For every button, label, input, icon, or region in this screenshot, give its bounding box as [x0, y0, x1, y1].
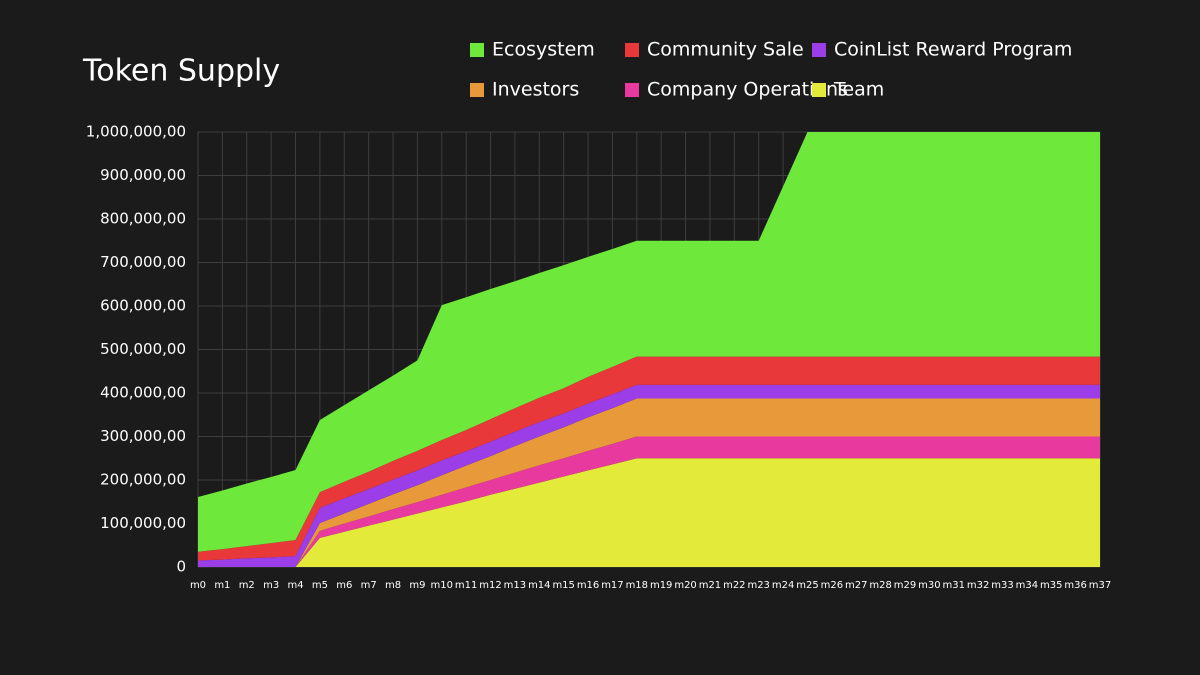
legend-label: Investors	[492, 79, 579, 101]
legend-swatch	[625, 83, 639, 97]
legend-label: Ecosystem	[492, 39, 595, 61]
x-tick-label: m2	[239, 580, 255, 591]
legend-swatch	[625, 43, 639, 57]
x-tick-label: m24	[772, 580, 794, 591]
x-tick-label: m36	[1064, 580, 1086, 591]
y-tick-label: 800,000,00	[100, 210, 186, 228]
x-tick-label: m4	[287, 580, 303, 591]
x-tick-label: m25	[796, 580, 818, 591]
area	[198, 356, 1100, 561]
legend-label: CoinList Reward Program	[834, 39, 1072, 61]
x-tick-label: m8	[385, 580, 401, 591]
x-tick-label: m31	[942, 580, 964, 591]
x-tick-label: m18	[626, 580, 648, 591]
legend-swatch	[812, 83, 826, 97]
y-tick-label: 500,000,00	[100, 340, 186, 358]
y-tick-label: 700,000,00	[100, 253, 186, 271]
legend-label: Team	[833, 79, 884, 101]
x-tick-label: m28	[869, 580, 891, 591]
x-tick-label: m32	[967, 580, 989, 591]
x-tick-label: m11	[455, 580, 477, 591]
x-tick-label: m16	[577, 580, 599, 591]
x-tick-label: m37	[1089, 580, 1111, 591]
y-tick-label: 100,000,00	[100, 514, 186, 532]
x-tick-label: m17	[601, 580, 623, 591]
x-tick-label: m30	[918, 580, 940, 591]
y-tick-label: 0	[176, 558, 186, 576]
y-tick-label: 200,000,00	[100, 471, 186, 489]
x-tick-label: m13	[504, 580, 526, 591]
x-tick-label: m7	[361, 580, 377, 591]
legend-label: Community Sale	[647, 39, 804, 61]
x-tick-label: m34	[1016, 580, 1038, 591]
legend-label: Company Operations	[647, 79, 848, 101]
x-tick-label: m14	[528, 580, 550, 591]
x-tick-label: m29	[894, 580, 916, 591]
x-tick-label: m33	[991, 580, 1013, 591]
y-tick-label: 300,000,00	[100, 427, 186, 445]
legend-swatch	[470, 83, 484, 97]
x-tick-label: m10	[431, 580, 453, 591]
x-tick-label: m35	[1040, 580, 1062, 591]
y-tick-label: 1,000,000,00	[86, 123, 186, 141]
x-tick-label: m0	[190, 580, 206, 591]
y-tick-label: 400,000,00	[100, 384, 186, 402]
x-tick-label: m12	[479, 580, 501, 591]
y-tick-label: 900,000,00	[100, 166, 186, 184]
y-tick-label: 600,000,00	[100, 297, 186, 315]
x-tick-label: m27	[845, 580, 867, 591]
x-tick-label: m21	[699, 580, 721, 591]
x-tick-label: m9	[409, 580, 425, 591]
x-tick-label: m5	[312, 580, 328, 591]
x-tick-label: m22	[723, 580, 745, 591]
area	[198, 436, 1100, 567]
area	[198, 458, 1100, 567]
x-tick-label: m6	[336, 580, 352, 591]
legend-swatch	[470, 43, 484, 57]
area	[198, 398, 1100, 567]
legend-swatch	[812, 43, 826, 57]
x-tick-label: m3	[263, 580, 279, 591]
x-tick-label: m23	[747, 580, 769, 591]
x-tick-label: m19	[650, 580, 672, 591]
chart-title: Token Supply	[82, 54, 280, 89]
x-tick-label: m26	[821, 580, 843, 591]
x-tick-label: m20	[674, 580, 696, 591]
x-tick-label: m1	[214, 580, 230, 591]
area	[198, 132, 1100, 552]
x-tick-label: m15	[552, 580, 574, 591]
